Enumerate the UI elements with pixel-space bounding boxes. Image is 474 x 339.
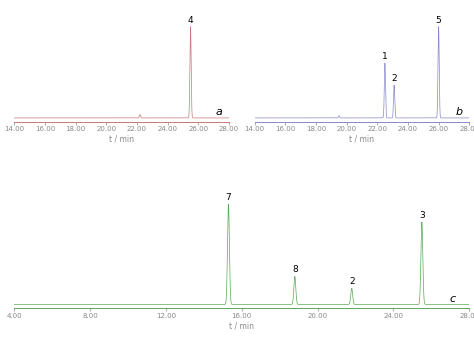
- Text: 5: 5: [436, 16, 441, 25]
- Text: 4: 4: [188, 16, 193, 25]
- X-axis label: t / min: t / min: [109, 135, 134, 143]
- X-axis label: t / min: t / min: [229, 321, 254, 331]
- X-axis label: t / min: t / min: [349, 135, 374, 143]
- Text: 2: 2: [349, 277, 355, 286]
- Text: 3: 3: [419, 211, 425, 220]
- Text: 1: 1: [382, 52, 388, 61]
- Text: 2: 2: [392, 74, 397, 83]
- Text: b: b: [456, 107, 463, 117]
- Text: a: a: [216, 107, 222, 117]
- Text: 8: 8: [292, 265, 298, 274]
- Text: c: c: [449, 294, 456, 304]
- Text: 7: 7: [226, 193, 231, 202]
